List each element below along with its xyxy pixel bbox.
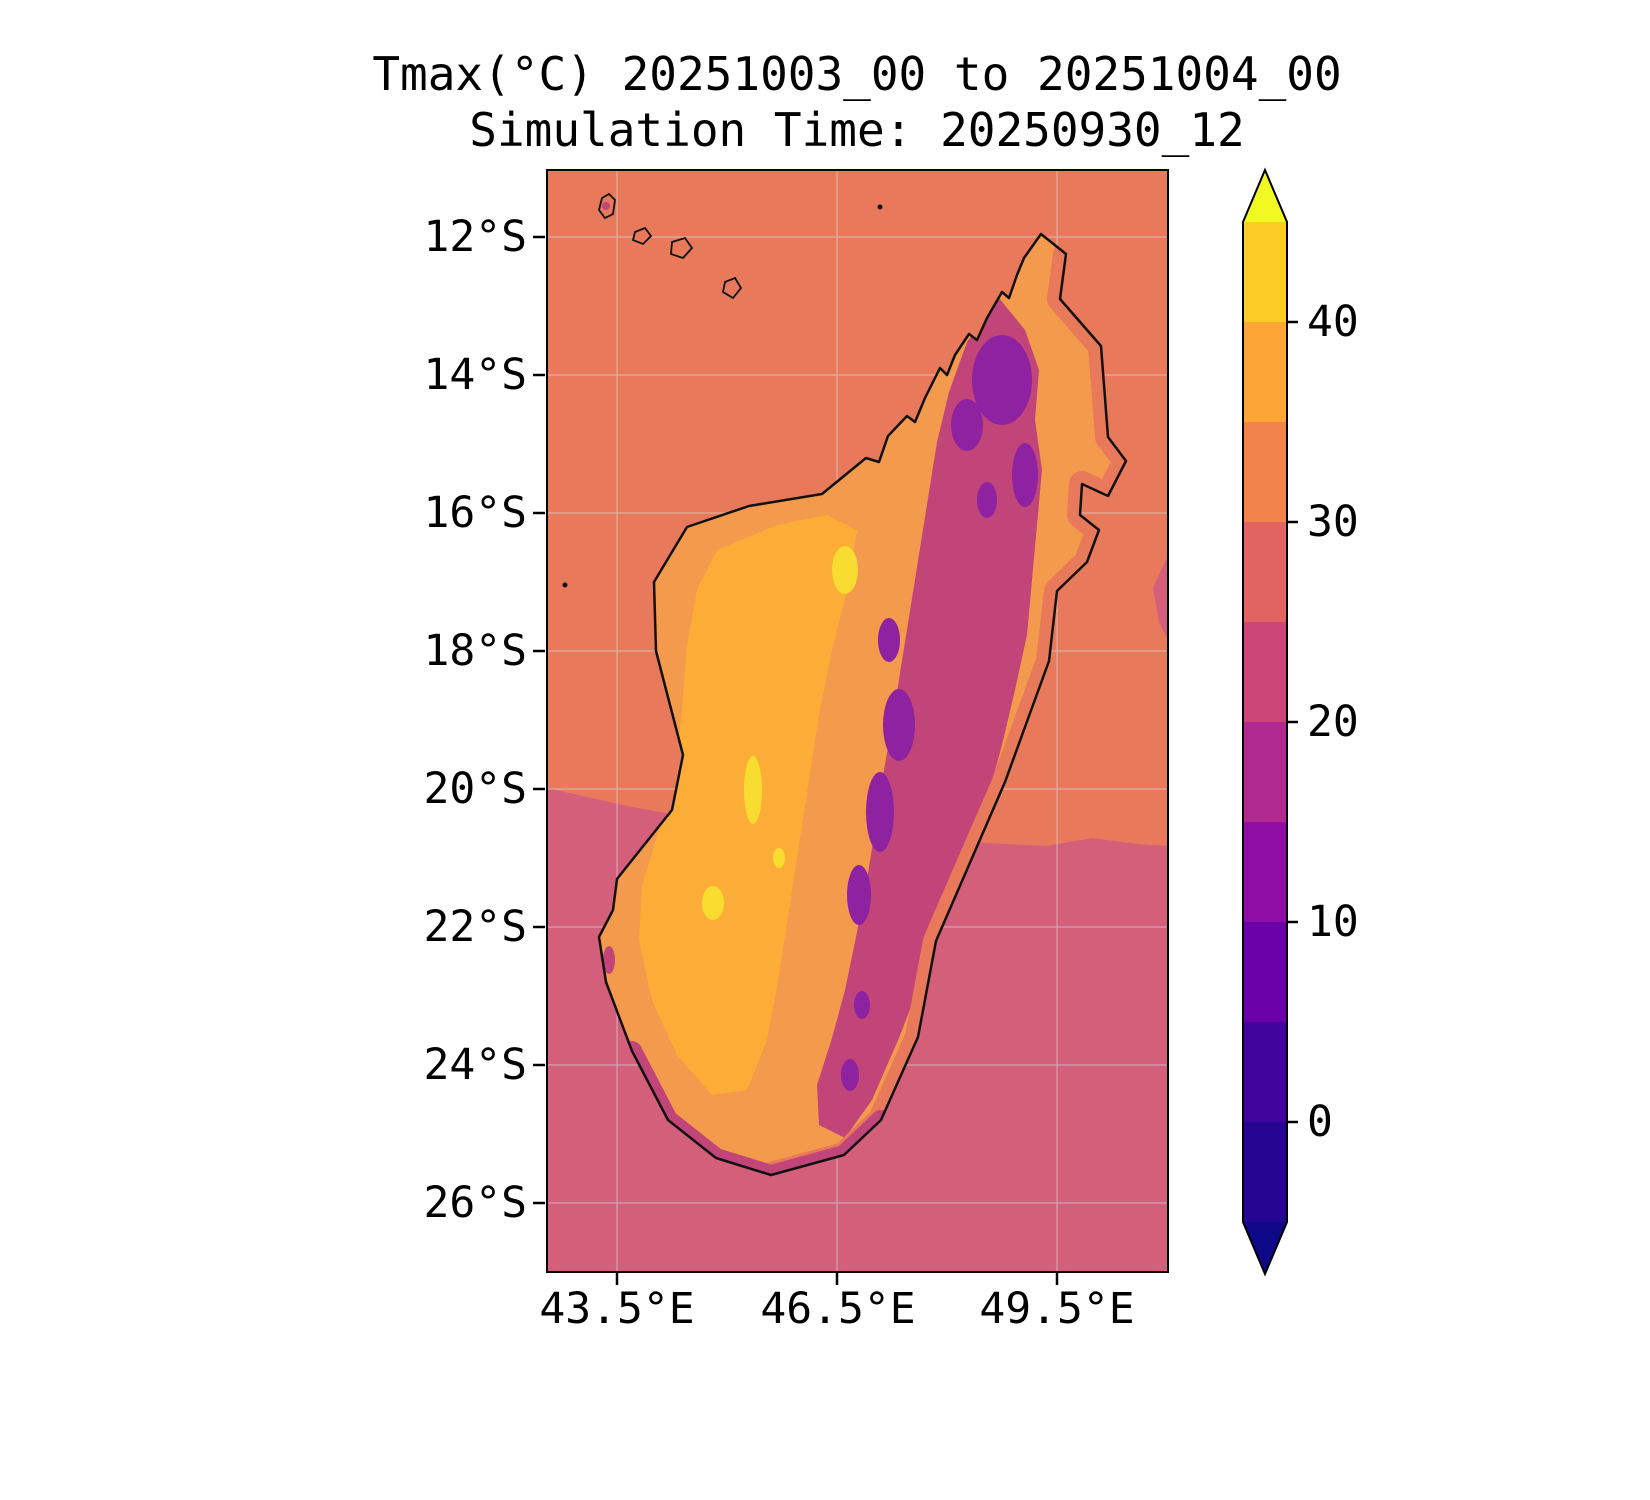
tiny-islet-dot <box>562 582 568 588</box>
y-tick-label: 22°S <box>423 902 527 952</box>
madagascar-coastline <box>597 232 1128 1177</box>
x-tick-label: 43.5°E <box>539 1284 695 1334</box>
island-cool-dot <box>602 202 610 210</box>
madagascar-temperature-map <box>533 169 1169 1285</box>
colorbar-ticks <box>1287 320 1298 1124</box>
colorbar-over-arrow <box>1243 170 1287 222</box>
y-tick-label: 26°S <box>423 1178 527 1228</box>
colorbar-tick-label: 0 <box>1307 1097 1333 1147</box>
tiny-islet-dot <box>877 204 883 210</box>
colorbar-band <box>1243 822 1287 922</box>
chart-subtitle: Simulation Time: 20250930_12 <box>469 103 1245 157</box>
ocean-cool-wedge <box>1153 555 1168 640</box>
colorbar-band <box>1243 922 1287 1022</box>
chart-title: Tmax(°C) 20251003_00 to 20251004_00 <box>372 47 1342 101</box>
y-tick-label: 20°S <box>423 764 527 814</box>
colorbar-band <box>1243 722 1287 822</box>
plot-border <box>546 169 1169 1273</box>
y-tick-label: 24°S <box>423 1040 527 1090</box>
coldest-purple-pockets <box>841 335 1038 1091</box>
y-tick-label: 14°S <box>423 350 527 400</box>
colorbar-tick-label: 40 <box>1307 297 1359 347</box>
colorbar-band <box>1243 222 1287 322</box>
colorbar-outline <box>1242 167 1288 1277</box>
colorbar-band <box>1243 622 1287 722</box>
colorbar-band <box>1243 1122 1287 1222</box>
colorbar-band <box>1243 322 1287 422</box>
colorbar-band <box>1243 422 1287 522</box>
hottest-yellow-spots <box>702 546 858 920</box>
sw-coast-cool-patch <box>603 946 615 974</box>
colorbar-tick-label: 10 <box>1307 897 1359 947</box>
colorbar-band <box>1243 522 1287 622</box>
y-tick-label: 18°S <box>423 626 527 676</box>
offshore-islands <box>562 192 883 588</box>
colorbar <box>1242 167 1298 1277</box>
y-tick-label: 12°S <box>423 212 527 262</box>
axis-ticks <box>533 235 1059 1285</box>
colorbar-under-arrow <box>1243 1222 1287 1274</box>
x-tick-label: 49.5°E <box>979 1284 1135 1334</box>
y-tick-label: 16°S <box>423 488 527 538</box>
colorbar-band <box>1243 1022 1287 1122</box>
x-tick-label: 46.5°E <box>760 1284 916 1334</box>
colorbar-tick-label: 20 <box>1307 697 1359 747</box>
colorbar-tick-label: 30 <box>1307 497 1359 547</box>
